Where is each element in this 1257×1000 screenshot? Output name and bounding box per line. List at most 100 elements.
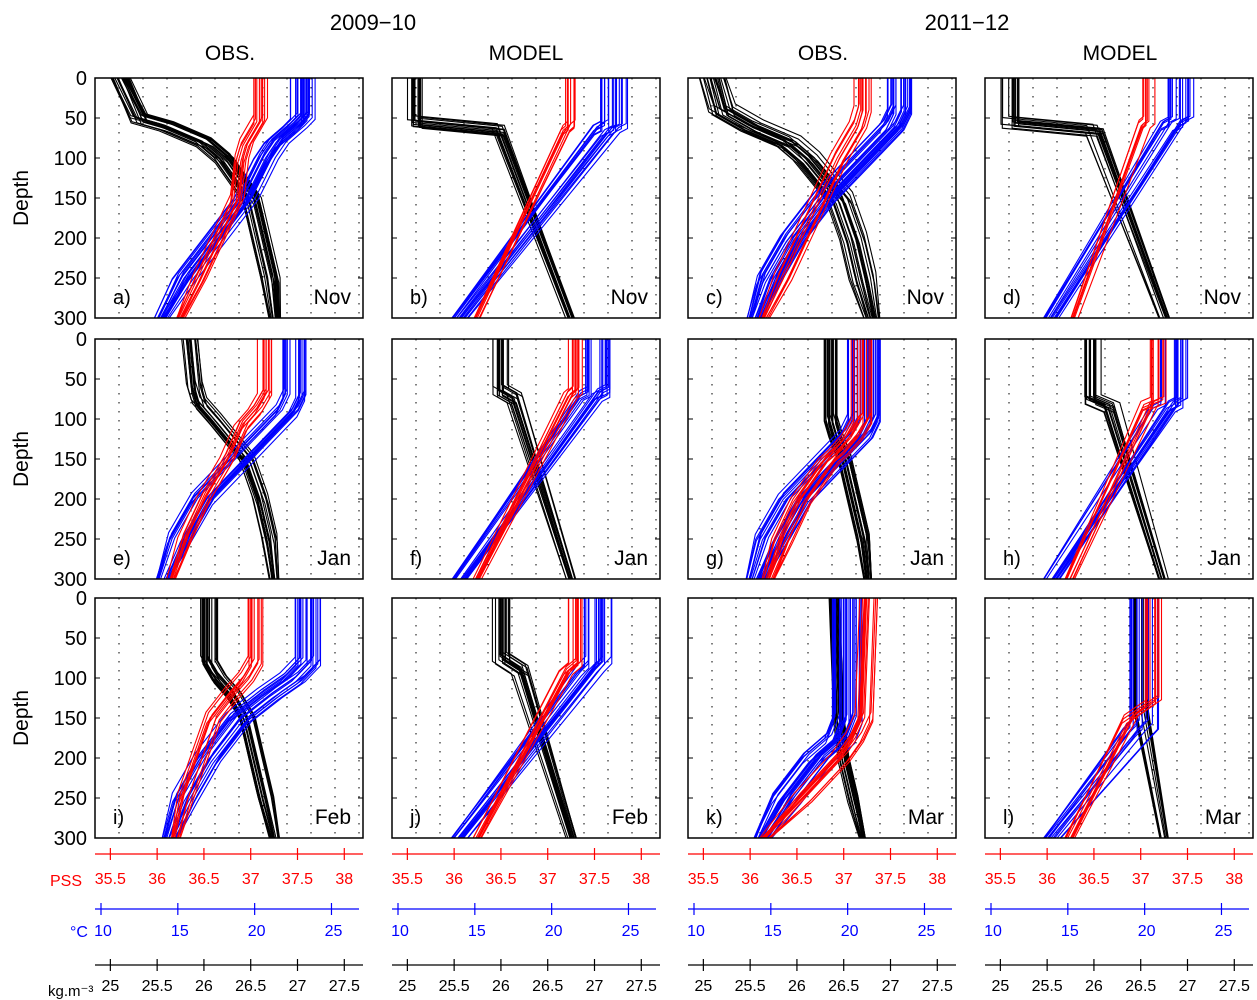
- panel-month: Nov: [1204, 286, 1242, 309]
- profile-line: [170, 598, 249, 839]
- series-salinity: [759, 597, 879, 839]
- salinity-tick-label: 38: [632, 871, 650, 888]
- profile-line: [452, 339, 588, 580]
- salinity-tick-label: 35.5: [95, 871, 126, 888]
- profile-line: [718, 77, 877, 319]
- y-tick-label: 300: [54, 828, 87, 850]
- profile-line: [1043, 339, 1162, 580]
- profile-line: [762, 78, 862, 319]
- profile-line: [166, 339, 258, 580]
- profile-line: [1058, 78, 1195, 319]
- temperature-tick-label: 25: [1215, 923, 1233, 940]
- density-axis-label: kg.m⁻³: [48, 983, 93, 1000]
- profile-line: [1064, 598, 1146, 839]
- series-salinity: [473, 78, 576, 319]
- profile-line: [176, 598, 259, 839]
- profile-line: [754, 78, 902, 319]
- profile-line: [1054, 78, 1189, 319]
- profile-line: [1072, 78, 1148, 319]
- profile-line: [501, 598, 573, 839]
- profile-line: [703, 77, 868, 319]
- profile-line: [1100, 339, 1169, 580]
- profile-line: [178, 598, 262, 839]
- profile-line: [176, 78, 255, 319]
- profile-line: [1055, 339, 1182, 580]
- profile-line: [176, 598, 321, 839]
- series-temperature: [161, 598, 322, 839]
- profile-line: [123, 77, 278, 319]
- density-tick-label: 26.5: [828, 978, 859, 995]
- profile-line: [767, 78, 870, 319]
- titles-layer: 2009−10 2011−12 OBS. MODEL OBS. MODEL: [205, 10, 1157, 65]
- profile-line: [765, 339, 881, 580]
- density-tick-label: 26: [492, 978, 510, 995]
- panel-month: Nov: [907, 286, 945, 309]
- profile-line: [467, 78, 629, 319]
- profile-line: [161, 598, 296, 839]
- y-tick-label: 250: [54, 788, 87, 810]
- series-temperature: [451, 78, 629, 319]
- profile-line: [766, 598, 856, 839]
- profile-line: [174, 339, 272, 580]
- profile-line: [452, 339, 589, 580]
- profile-line: [467, 598, 613, 839]
- profile-line: [501, 339, 573, 580]
- profile-line: [126, 77, 279, 319]
- profile-line: [182, 338, 271, 580]
- profile-line: [702, 77, 867, 319]
- profile-line: [761, 339, 852, 580]
- panel-month: Jan: [910, 547, 944, 570]
- profile-line: [174, 598, 255, 839]
- salinity-tick-label: 37.5: [579, 871, 610, 888]
- temperature-tick-label: 10: [391, 923, 409, 940]
- profile-line: [466, 339, 611, 580]
- density-tick-label: 25: [694, 978, 712, 995]
- profile-line: [460, 78, 617, 319]
- profile-line: [492, 339, 567, 580]
- profile-line: [749, 78, 893, 319]
- column-title-model-2: MODEL: [1083, 42, 1158, 65]
- series-temperature: [153, 78, 316, 319]
- salinity-tick-label: 37: [242, 871, 260, 888]
- salinity-tick-label: 37: [1132, 871, 1150, 888]
- profile-line: [417, 78, 573, 319]
- density-tick-label: 27.5: [1219, 978, 1250, 995]
- profile-line: [502, 598, 573, 839]
- salinity-tick-label: 36.5: [781, 871, 812, 888]
- column-title-model-1: MODEL: [489, 42, 564, 65]
- panel-f: f) Jan: [391, 338, 661, 580]
- profile-line: [1065, 339, 1153, 580]
- temperature-tick-label: 10: [94, 923, 112, 940]
- profile-line: [1011, 78, 1167, 319]
- profile-line: [164, 78, 309, 319]
- series-density: [492, 339, 577, 580]
- density-tick-label: 27: [882, 978, 900, 995]
- profile-line: [185, 338, 273, 580]
- profile-line: [1072, 339, 1164, 580]
- profile-line: [754, 598, 834, 839]
- profile-line: [153, 78, 291, 319]
- series-density: [1084, 339, 1169, 580]
- salinity-tick-label: 36: [741, 871, 759, 888]
- profile-line: [723, 77, 880, 319]
- series-salinity: [1064, 598, 1163, 839]
- series-temperature: [450, 598, 613, 839]
- profile-line: [171, 339, 267, 580]
- panel-letter: d): [1003, 287, 1021, 309]
- profile-line: [769, 78, 872, 319]
- temperature-tick-label: 15: [764, 923, 782, 940]
- profile-line: [179, 78, 260, 319]
- profile-line: [195, 338, 279, 580]
- panel-letter: h): [1003, 548, 1021, 570]
- profile-line: [179, 598, 264, 839]
- profile-line: [762, 597, 866, 839]
- profile-line: [712, 77, 873, 319]
- panel-a: 0 50 100 150 200 250 300 Depth a) Nov: [10, 68, 364, 330]
- density-tick-label: 27.5: [329, 978, 360, 995]
- column-title-obs-1: OBS.: [205, 42, 255, 65]
- profile-line: [480, 598, 583, 839]
- panel-e: 0 50 100 150 200 250 300 Depth e) Jan: [10, 329, 364, 591]
- density-tick-label: 27: [289, 978, 307, 995]
- profile-line: [157, 78, 297, 319]
- profile-line: [157, 339, 286, 580]
